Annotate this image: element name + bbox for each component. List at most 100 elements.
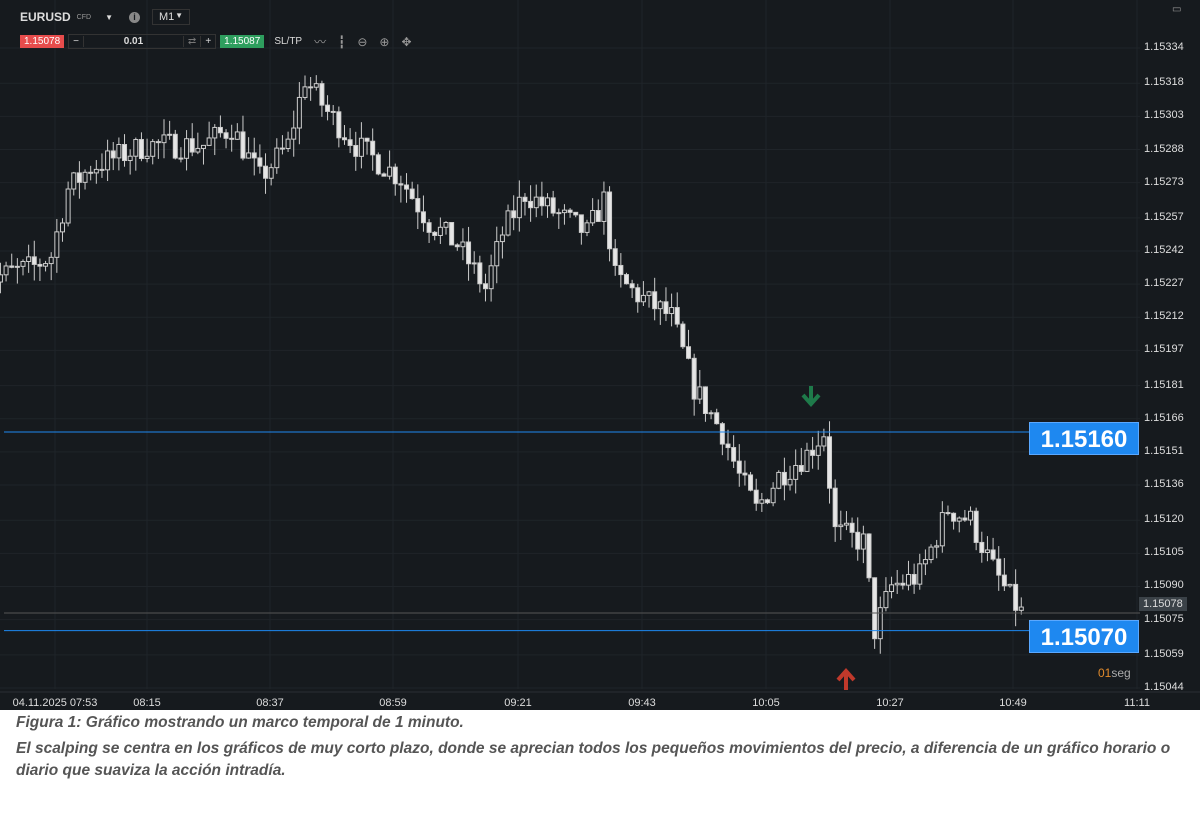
candle-body — [776, 471, 782, 489]
candle-body — [127, 155, 133, 162]
candle-body — [516, 196, 522, 219]
candle-body — [296, 96, 302, 129]
candle-body — [962, 517, 968, 521]
candle-body — [381, 173, 387, 177]
lower-level-label[interactable]: 1.15070 — [1029, 620, 1139, 653]
candle-body — [105, 150, 111, 171]
candle-body — [0, 274, 3, 283]
candle-body — [894, 582, 900, 586]
candle-body — [466, 241, 472, 265]
time-tick: 08:59 — [379, 697, 407, 709]
info-icon[interactable]: i — [128, 11, 140, 23]
candle-body — [590, 209, 596, 224]
candle-body — [325, 104, 331, 112]
candle-body — [195, 147, 201, 153]
candle-body — [753, 489, 759, 504]
candle-body — [917, 563, 923, 585]
price-tick: 1.15288 — [1144, 142, 1184, 155]
candle-body — [607, 191, 613, 250]
timeframe-value: M1 — [158, 11, 175, 23]
current-price-label: 1.15078 — [1139, 597, 1187, 611]
candle-body — [945, 512, 951, 515]
sell-button[interactable]: 1.15078 — [20, 35, 65, 48]
swap-icon[interactable]: ⇄ — [187, 36, 197, 47]
zoom-out-icon[interactable]: ⊖ — [357, 34, 368, 49]
line-chart-icon[interactable]: 〰 — [314, 35, 327, 49]
candle-body — [629, 283, 635, 289]
candle-body — [939, 512, 945, 547]
candle-body — [499, 234, 505, 243]
candle-body — [928, 546, 934, 561]
chevron-down-icon: ▼ — [175, 11, 183, 20]
symbol-tag: CFD — [76, 13, 92, 21]
price-tick: 1.15197 — [1144, 343, 1184, 356]
increase-button[interactable]: + — [200, 36, 215, 47]
candle-body — [133, 139, 139, 157]
candle-body — [420, 211, 426, 224]
candle-body — [911, 573, 917, 585]
quantity-input[interactable]: 0.01 — [83, 36, 184, 47]
candle-body — [764, 499, 770, 504]
quantity-stepper[interactable]: − 0.01 ⇄ + — [68, 34, 217, 49]
candle-body — [533, 196, 539, 209]
sltp-button[interactable]: SL/TP — [274, 36, 303, 47]
candle-body — [426, 222, 432, 233]
candle-body — [71, 172, 77, 190]
trading-chart[interactable]: EURUSD CFD ▼ i M1 ▼ 1.15078 − 0.01 ⇄ + 1.… — [0, 0, 1200, 710]
candle-body — [167, 133, 173, 136]
candle-body — [725, 443, 731, 449]
candle-body — [821, 436, 827, 447]
upper-level-label[interactable]: 1.15160 — [1029, 422, 1139, 455]
move-icon[interactable]: ✥ — [401, 34, 412, 49]
zoom-in-icon[interactable]: ⊕ — [379, 34, 390, 49]
candle-body — [370, 140, 376, 156]
candle-body — [319, 83, 325, 106]
timeframe-select[interactable]: M1 ▼ — [151, 9, 190, 25]
candle-body — [443, 222, 449, 228]
price-tick: 1.15181 — [1144, 378, 1184, 391]
chevron-down-icon[interactable]: ▼ — [105, 12, 113, 22]
candle-body — [1007, 583, 1013, 587]
buy-arrow-icon — [836, 667, 856, 690]
candle-body — [584, 222, 590, 233]
candle-body — [900, 582, 906, 586]
candle-body — [3, 265, 9, 276]
candle-body — [905, 573, 911, 586]
candle-body — [76, 172, 82, 183]
buy-button[interactable]: 1.15087 — [220, 35, 265, 48]
decrease-button[interactable]: − — [73, 36, 79, 47]
symbol-name[interactable]: EURUSD — [20, 10, 71, 24]
candle-body — [1013, 583, 1019, 611]
candle-body — [742, 472, 748, 476]
candle-body — [285, 138, 291, 150]
candle-body — [37, 263, 43, 267]
candle-body — [240, 131, 246, 159]
candle-body — [528, 200, 534, 209]
candle-body — [364, 137, 370, 142]
candle-body — [217, 126, 223, 134]
candle-body — [849, 522, 855, 533]
candle-body — [770, 487, 776, 504]
candles-icon[interactable]: ┇ — [338, 34, 346, 49]
candle-body — [652, 291, 658, 310]
time-tick: 11:11 — [1124, 697, 1150, 709]
price-tick: 1.15212 — [1144, 310, 1184, 323]
candle-body — [341, 137, 347, 141]
price-tick: 1.15044 — [1144, 681, 1184, 693]
candle-body — [110, 150, 116, 159]
candlestick-chart[interactable] — [0, 0, 1200, 710]
candle-body — [934, 545, 940, 548]
candle-body — [308, 86, 314, 89]
candle-body — [731, 447, 737, 462]
price-tick: 1.15090 — [1144, 579, 1184, 592]
candle-body — [291, 127, 297, 140]
price-tick: 1.15227 — [1144, 277, 1184, 290]
candle-body — [9, 265, 15, 268]
candle-body — [815, 445, 821, 456]
time-tick: 10:27 — [876, 697, 904, 709]
candle-body — [392, 166, 398, 185]
maximize-icon[interactable]: ▭ — [1172, 4, 1182, 15]
candle-body — [251, 152, 257, 159]
candle-body — [612, 248, 618, 266]
candle-body — [246, 152, 252, 159]
